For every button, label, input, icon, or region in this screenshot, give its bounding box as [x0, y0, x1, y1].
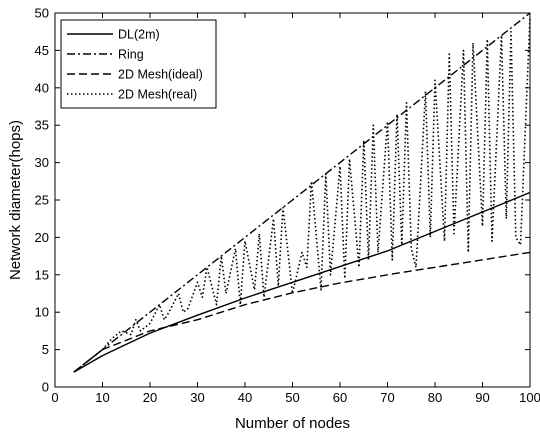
legend: DL(2m) Ring 2D Mesh(ideal) 2D Mesh(real) — [60, 19, 217, 109]
x-tick-label: 100 — [519, 390, 540, 405]
x-tick-label: 40 — [238, 390, 252, 405]
series-line-3 — [73, 16, 531, 373]
y-tick-label: 10 — [35, 305, 49, 320]
x-tick-label: 70 — [380, 390, 394, 405]
y-tick-label: 20 — [35, 230, 49, 245]
x-tick-label: 0 — [51, 390, 58, 405]
y-tick-label: 40 — [35, 80, 49, 95]
y-axis-title: Network diameter(hops) — [7, 120, 24, 280]
plot-frame — [54, 12, 531, 388]
x-tick-label: 50 — [285, 390, 299, 405]
legend-label-2: 2D Mesh(ideal) — [118, 68, 203, 82]
x-tick-label: 90 — [475, 390, 489, 405]
x-tick-label: 30 — [190, 390, 204, 405]
x-tick-label: 10 — [95, 390, 109, 405]
y-tick-label: 0 — [42, 380, 49, 395]
legend-label-3: 2D Mesh(real) — [118, 88, 197, 102]
x-tick-label: 20 — [143, 390, 157, 405]
axis-ticks: 0 10 20 30 40 50 60 70 80 90 100 0 5 10 15 20 25 30 35 40 45… — [35, 6, 540, 406]
x-tick-label: 60 — [333, 390, 347, 405]
series-line-2 — [73, 251, 531, 373]
y-tick-label: 45 — [35, 43, 49, 58]
x-tick-label: 80 — [428, 390, 442, 405]
y-tick-label: 35 — [35, 118, 49, 133]
legend-label-1: Ring — [118, 48, 144, 62]
series-line-1 — [73, 12, 531, 373]
y-tick-label: 5 — [42, 342, 49, 357]
x-axis-title: Number of nodes — [235, 415, 350, 432]
series-layer — [73, 12, 531, 373]
legend-label-0: DL(2m) — [118, 28, 160, 42]
series-line-0 — [73, 191, 531, 373]
y-tick-label: 50 — [35, 6, 49, 21]
y-tick-label: 25 — [35, 193, 49, 208]
y-tick-label: 15 — [35, 267, 49, 282]
y-tick-label: 30 — [35, 155, 49, 170]
